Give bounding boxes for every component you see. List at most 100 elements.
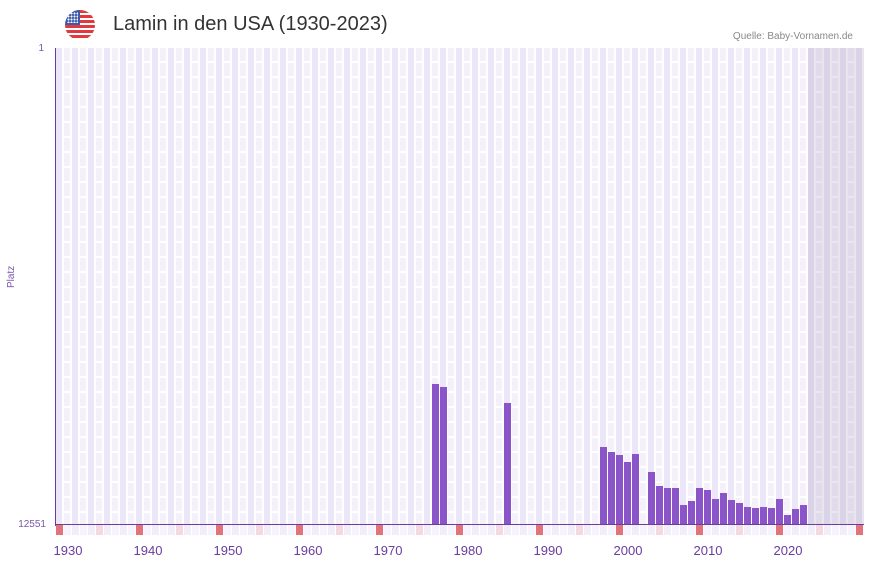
year-marker bbox=[824, 525, 831, 535]
grid-stripe bbox=[392, 48, 398, 525]
year-marker bbox=[72, 525, 79, 535]
grid-stripe bbox=[584, 48, 590, 525]
bar-1996[interactable] bbox=[600, 447, 607, 525]
bar-2000[interactable] bbox=[632, 453, 639, 525]
y-axis bbox=[55, 48, 56, 526]
bar-2002[interactable] bbox=[648, 471, 655, 525]
bar-1976[interactable] bbox=[440, 387, 447, 525]
bar-2015[interactable] bbox=[752, 507, 759, 525]
year-marker bbox=[160, 525, 167, 535]
grid-stripe bbox=[504, 48, 510, 525]
chart-title: Lamin in den USA (1930-2023) bbox=[113, 13, 388, 35]
bar-2011[interactable] bbox=[720, 492, 727, 525]
grid-stripe bbox=[568, 48, 574, 525]
x-tick-2020: 2020 bbox=[773, 543, 803, 558]
year-marker bbox=[672, 525, 679, 535]
grid-stripe bbox=[72, 48, 78, 525]
grid-stripe bbox=[744, 48, 750, 525]
grid-stripe bbox=[552, 48, 558, 525]
bar-2010[interactable] bbox=[712, 498, 719, 525]
bar-2017[interactable] bbox=[768, 507, 775, 525]
x-tick-1950: 1950 bbox=[213, 543, 243, 558]
grid-stripe bbox=[232, 48, 238, 525]
grid-stripe bbox=[616, 48, 622, 525]
year-marker bbox=[80, 525, 87, 535]
bar-2012[interactable] bbox=[728, 499, 735, 525]
grid-stripe bbox=[712, 48, 718, 525]
bar-2004[interactable] bbox=[664, 487, 671, 525]
year-marker bbox=[544, 525, 551, 535]
bar-1984[interactable] bbox=[504, 403, 511, 525]
year-marker bbox=[424, 525, 431, 535]
year-marker bbox=[456, 525, 463, 535]
year-marker bbox=[600, 525, 607, 535]
year-marker bbox=[520, 525, 527, 535]
grid-stripe bbox=[216, 48, 222, 525]
year-marker bbox=[360, 525, 367, 535]
year-marker bbox=[736, 525, 743, 535]
x-tick-1930: 1930 bbox=[53, 543, 83, 558]
bar-1975[interactable] bbox=[432, 384, 439, 525]
year-marker bbox=[816, 525, 823, 535]
year-marker bbox=[480, 525, 487, 535]
bar-2021[interactable] bbox=[800, 504, 807, 525]
bar-2016[interactable] bbox=[760, 506, 767, 525]
year-marker bbox=[784, 525, 791, 535]
source-link[interactable]: Quelle: Baby-Vornamen.de bbox=[732, 31, 853, 42]
us-flag-icon bbox=[65, 10, 95, 40]
year-marker bbox=[400, 525, 407, 535]
grid-stripe bbox=[520, 48, 526, 525]
year-marker bbox=[88, 525, 95, 535]
year-marker bbox=[240, 525, 247, 535]
y-tick-bottom: 12551 bbox=[18, 519, 46, 530]
year-marker bbox=[280, 525, 287, 535]
bar-2020[interactable] bbox=[792, 508, 799, 525]
year-marker bbox=[432, 525, 439, 535]
y-axis-title: Platz bbox=[6, 265, 17, 288]
bar-2005[interactable] bbox=[672, 487, 679, 525]
year-marker bbox=[104, 525, 111, 535]
bar-2018[interactable] bbox=[776, 498, 783, 525]
year-marker bbox=[408, 525, 415, 535]
year-marker bbox=[656, 525, 663, 535]
grid-stripe bbox=[136, 48, 142, 525]
year-marker bbox=[464, 525, 471, 535]
bar-2006[interactable] bbox=[680, 504, 687, 525]
year-marker bbox=[376, 525, 383, 535]
grid-stripe bbox=[440, 48, 446, 525]
year-marker bbox=[744, 525, 751, 535]
bar-2003[interactable] bbox=[656, 485, 663, 525]
grid-stripe bbox=[808, 48, 814, 525]
year-marker bbox=[448, 525, 455, 535]
year-marker bbox=[568, 525, 575, 535]
year-marker bbox=[216, 525, 223, 535]
grid-stripe bbox=[56, 48, 62, 525]
year-marker bbox=[488, 525, 495, 535]
grid-stripe bbox=[104, 48, 110, 525]
bar-2019[interactable] bbox=[784, 515, 791, 525]
grid-stripe bbox=[88, 48, 94, 525]
grid-stripe bbox=[424, 48, 430, 525]
year-marker bbox=[96, 525, 103, 535]
year-marker bbox=[576, 525, 583, 535]
bar-2008[interactable] bbox=[696, 487, 703, 525]
bar-1997[interactable] bbox=[608, 452, 615, 525]
year-marker bbox=[416, 525, 423, 535]
year-marker bbox=[720, 525, 727, 535]
grid-stripe bbox=[728, 48, 734, 525]
year-marker bbox=[288, 525, 295, 535]
grid-stripe bbox=[840, 48, 846, 525]
grid-stripe bbox=[648, 48, 654, 525]
bar-2014[interactable] bbox=[744, 506, 751, 525]
grid-stripe bbox=[264, 48, 270, 525]
plot-area bbox=[56, 48, 864, 525]
bar-1999[interactable] bbox=[624, 462, 631, 525]
bar-2013[interactable] bbox=[736, 502, 743, 525]
x-tick-2010: 2010 bbox=[693, 543, 723, 558]
bar-2009[interactable] bbox=[704, 489, 711, 525]
grid-stripe bbox=[456, 48, 462, 525]
bar-2007[interactable] bbox=[688, 500, 695, 525]
year-marker bbox=[552, 525, 559, 535]
bar-1998[interactable] bbox=[616, 455, 623, 525]
year-marker bbox=[832, 525, 839, 535]
